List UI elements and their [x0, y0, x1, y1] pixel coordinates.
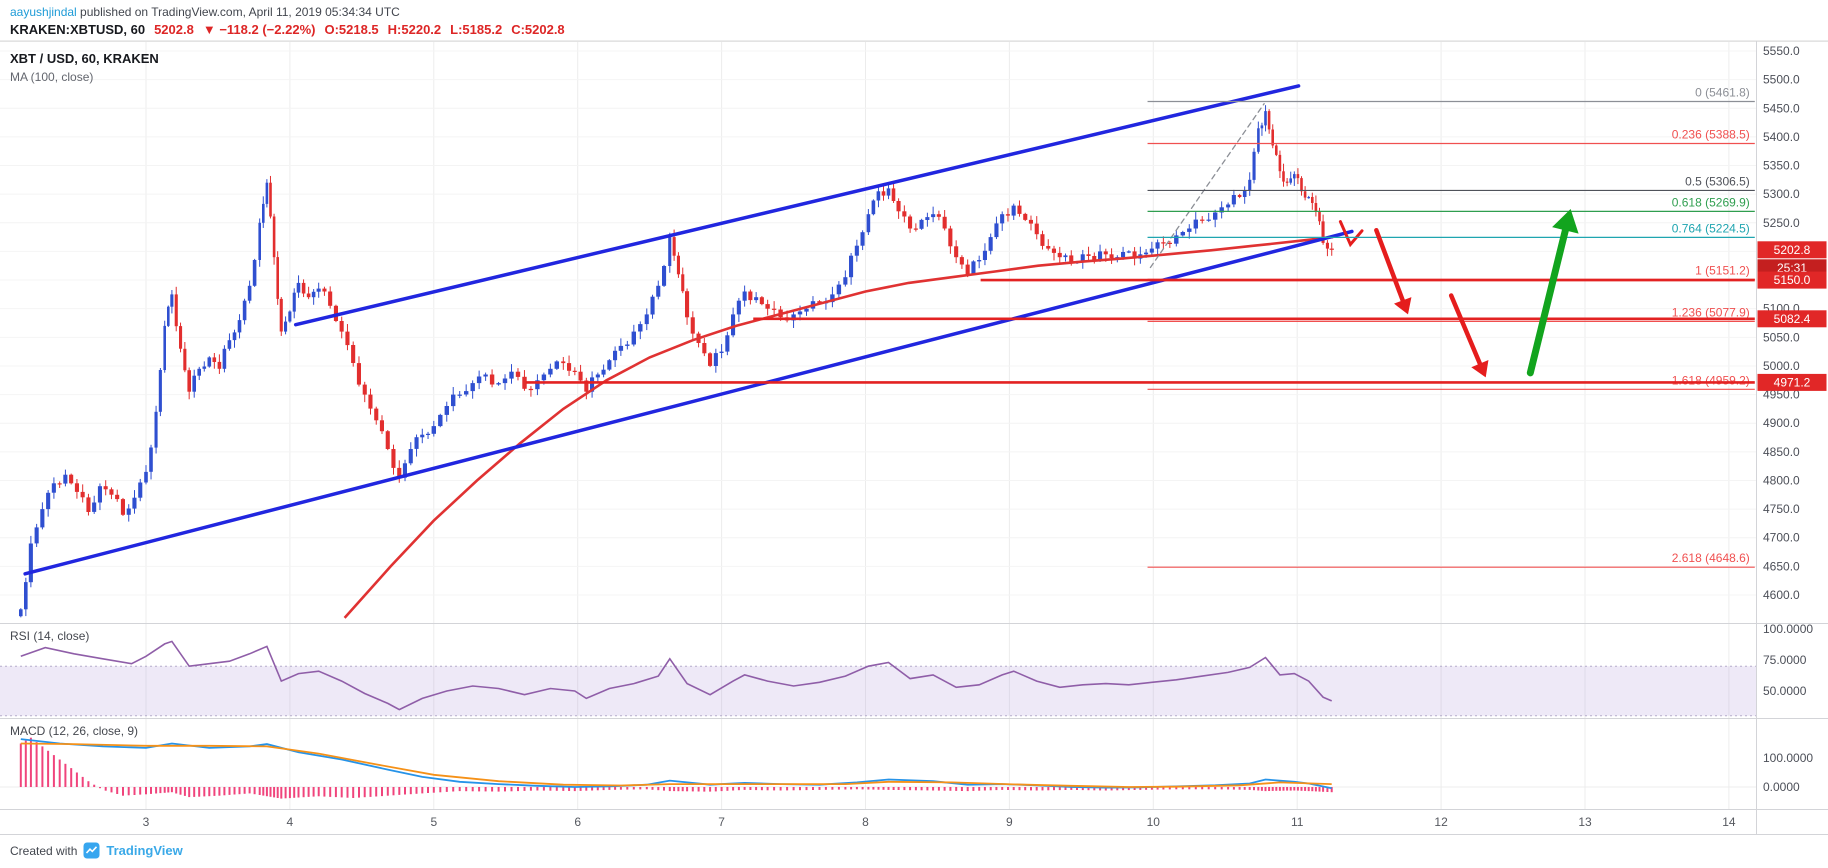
svg-text:100.0000: 100.0000: [1763, 751, 1813, 765]
time-axis[interactable]: 3 4 5 6 7 8 9 10 11 12 13 14: [143, 815, 1736, 829]
svg-text:5202.8: 5202.8: [1774, 243, 1811, 257]
svg-text:5450.0: 5450.0: [1763, 101, 1800, 115]
svg-text:6: 6: [574, 815, 581, 829]
ohlc-close: C:5202.8: [511, 22, 565, 37]
chart-canvas[interactable]: 0 (5461.8) 0.236 (5388.5) 0.5 (5306.5) 0.61…: [0, 41, 1828, 835]
channel-lower-trendline: [23, 229, 1354, 576]
svg-text:25:31: 25:31: [1777, 261, 1807, 275]
price-tag: 5082.4: [1757, 310, 1827, 328]
fib-level-label: 1 (5151.2): [1695, 263, 1750, 277]
price-change: ▼ −118.2 (−2.22%): [202, 22, 316, 37]
quote-bar: KRAKEN:XBTUSD, 60 5202.8 ▼ −118.2 (−2.22…: [0, 21, 1828, 40]
svg-text:14: 14: [1722, 815, 1736, 829]
svg-text:5: 5: [430, 815, 437, 829]
svg-text:5300.0: 5300.0: [1763, 187, 1800, 201]
pane-separators: [0, 41, 1828, 835]
svg-text:5400.0: 5400.0: [1763, 130, 1800, 144]
fib-level-label: 0.764 (5224.5): [1672, 221, 1750, 235]
symbol-title: KRAKEN:XBTUSD, 60: [10, 22, 146, 37]
svg-text:4950.0: 4950.0: [1763, 388, 1800, 402]
svg-text:4750.0: 4750.0: [1763, 502, 1800, 516]
svg-text:0.0000: 0.0000: [1763, 780, 1800, 794]
fib-level-label: 1.618 (4959.2): [1672, 373, 1750, 387]
svg-text:4900.0: 4900.0: [1763, 416, 1800, 430]
svg-text:5000.0: 5000.0: [1763, 359, 1800, 373]
svg-text:4800.0: 4800.0: [1763, 473, 1800, 487]
price-tag: 4971.2: [1757, 373, 1827, 391]
svg-text:5550.0: 5550.0: [1763, 44, 1800, 58]
rsi-line: [20, 640, 1333, 711]
fib-level-label: 0.236 (5388.5): [1672, 127, 1750, 141]
fib-level-label: 0 (5461.8): [1695, 86, 1750, 100]
projection-dashed-line: [1149, 103, 1265, 269]
tradingview-brand-link[interactable]: TradingView: [106, 843, 183, 858]
ohlc-high: H:5220.2: [387, 22, 442, 37]
svg-text:3: 3: [143, 815, 150, 829]
fib-retracement: 0 (5461.8) 0.236 (5388.5) 0.5 (5306.5) 0.61…: [1147, 86, 1755, 568]
red-down-arrow-1: [1374, 227, 1412, 315]
svg-text:10: 10: [1147, 815, 1161, 829]
chart-area[interactable]: 0 (5461.8) 0.236 (5388.5) 0.5 (5306.5) 0.61…: [0, 40, 1828, 835]
svg-text:5500.0: 5500.0: [1763, 73, 1800, 87]
macd-histogram: [19, 737, 1333, 799]
svg-text:4700.0: 4700.0: [1763, 531, 1800, 545]
red-down-arrow-2: [1448, 293, 1489, 378]
svg-text:5150.0: 5150.0: [1774, 273, 1811, 287]
ohlc-low: L:5185.2: [450, 22, 503, 37]
svg-text:5050.0: 5050.0: [1763, 330, 1800, 344]
svg-text:4650.0: 4650.0: [1763, 559, 1800, 573]
fib-level-label: 0.5 (5306.5): [1685, 174, 1750, 188]
channel-upper-trendline: [293, 84, 1301, 327]
support-level-lines: [525, 278, 1755, 384]
last-price: 5202.8: [154, 22, 194, 37]
created-with-label: Created with: [10, 843, 78, 858]
svg-text:9: 9: [1006, 815, 1013, 829]
svg-text:50.0000: 50.0000: [1763, 684, 1807, 698]
price-axis[interactable]: 5550.0 5500.0 5450.0 5400.0 5350.0 5300.0 5250…: [1763, 44, 1813, 794]
svg-text:13: 13: [1578, 815, 1592, 829]
green-up-arrow: [1526, 209, 1579, 377]
macd-signal-line: [20, 742, 1332, 788]
fib-level-label: 2.618 (4648.6): [1672, 551, 1750, 565]
byline-bar: aayushjindal published on TradingView.co…: [0, 0, 1828, 21]
footer-bar: Created with TradingView: [0, 834, 1828, 867]
price-tag: 5202.8: [1757, 241, 1827, 259]
price-tag: 5150.0: [1757, 271, 1827, 289]
svg-text:5082.4: 5082.4: [1774, 312, 1811, 326]
svg-text:11: 11: [1291, 815, 1304, 829]
byline-text: published on TradingView.com, April 11, …: [76, 5, 400, 19]
fib-level-label: 1.236 (5077.9): [1672, 305, 1750, 319]
svg-text:5350.0: 5350.0: [1763, 159, 1800, 173]
svg-text:75.0000: 75.0000: [1763, 653, 1807, 667]
svg-text:7: 7: [718, 815, 725, 829]
svg-text:100.0000: 100.0000: [1763, 622, 1813, 636]
tradingview-logo-icon[interactable]: [83, 842, 100, 859]
svg-text:4: 4: [287, 815, 294, 829]
svg-text:4600.0: 4600.0: [1763, 588, 1800, 602]
candlestick-series: [19, 105, 1334, 618]
fib-level-label: 0.618 (5269.9): [1672, 195, 1750, 209]
svg-text:12: 12: [1434, 815, 1448, 829]
svg-text:8: 8: [862, 815, 869, 829]
svg-text:4850.0: 4850.0: [1763, 445, 1800, 459]
rsi-band: [0, 665, 1756, 717]
svg-text:4971.2: 4971.2: [1774, 375, 1811, 389]
red-hook-mark: [1338, 220, 1364, 248]
ohlc-open: O:5218.5: [324, 22, 379, 37]
author-link[interactable]: aayushjindal: [10, 5, 77, 19]
svg-text:5250.0: 5250.0: [1763, 216, 1800, 230]
